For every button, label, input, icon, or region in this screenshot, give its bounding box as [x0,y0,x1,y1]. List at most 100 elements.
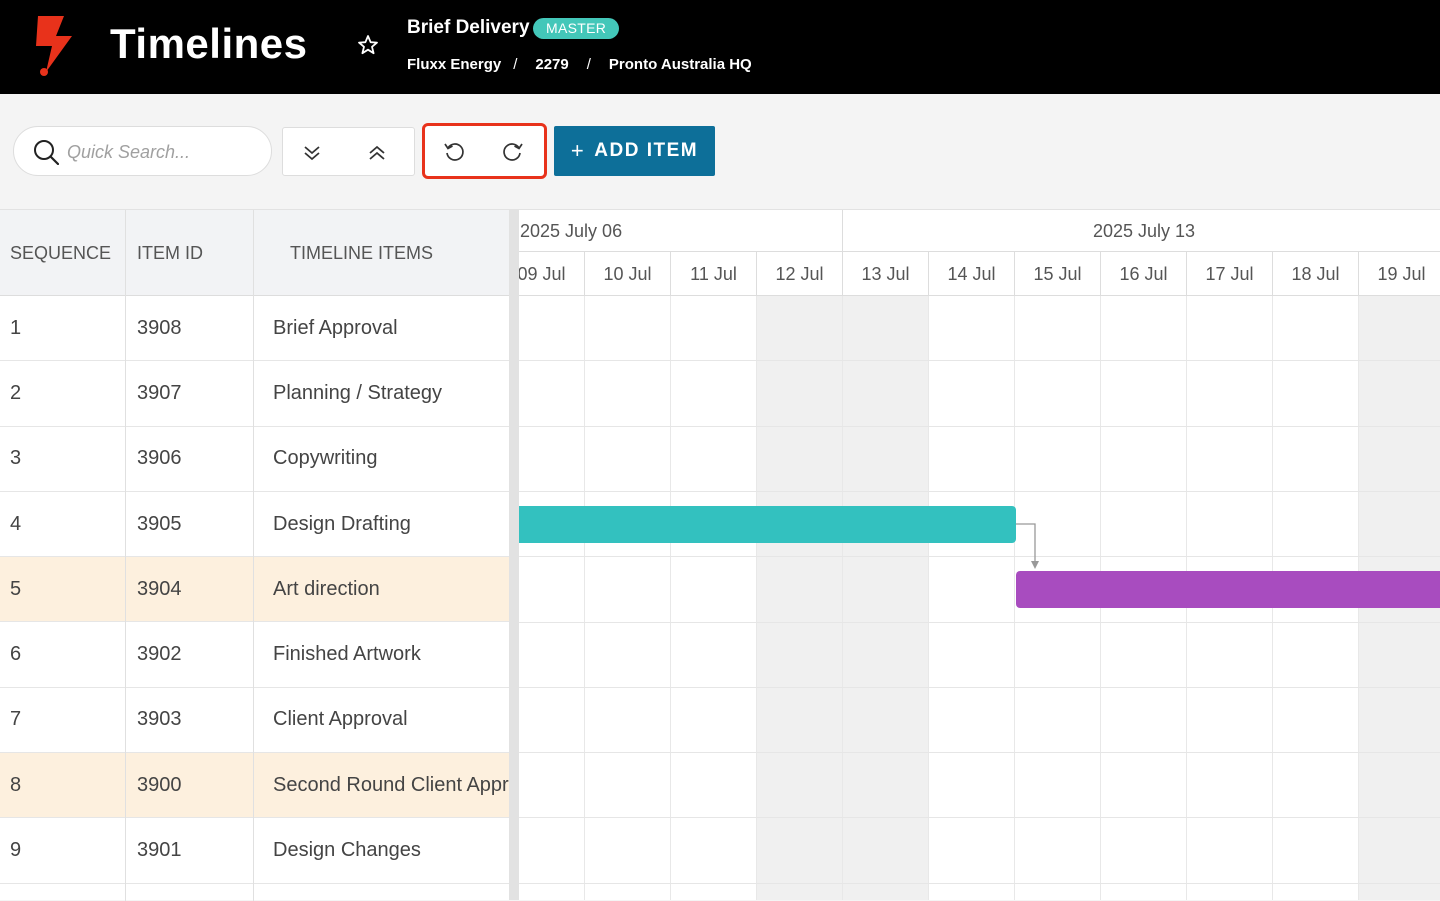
undo-redo-group [422,123,547,179]
dependency-links [1016,523,1039,569]
row-line [519,490,1440,492]
row-line [519,817,1440,819]
breadcrumb-location[interactable]: Pronto Australia HQ [608,56,752,73]
sequence-cell: 3 [10,447,22,470]
timeline-item-cell: Art direction [273,577,380,600]
table-row[interactable]: 3 3906 Copywriting [0,426,509,492]
day-header: 13 Jul [843,252,929,296]
expand-all-button[interactable] [299,140,325,166]
day-header: 15 Jul [1015,252,1101,296]
item-id-cell: 3904 [137,577,182,600]
add-item-label: ADD ITEM [594,140,699,161]
day-header: 17 Jul [1187,252,1273,296]
table-row[interactable]: 6 3902 Finished Artwork [0,622,509,688]
double-chevron-up-icon [369,145,385,160]
day-header: 12 Jul [757,252,843,296]
search-input[interactable] [67,139,257,165]
sequence-cell: 7 [10,708,22,731]
table-row[interactable]: 5 3904 Art direction [0,557,509,623]
plus-icon: + [570,138,586,163]
day-column [585,296,671,900]
table-row[interactable]: 2 3907 Planning / Strategy [0,361,509,427]
redo-button[interactable] [500,138,526,164]
table-row[interactable]: 4 3905 Design Drafting [0,491,509,558]
week-header: 2025 July 06 [519,210,843,252]
timeline-grid: SEQUENCE ITEM ID TIMELINE ITEMS 1 3908 Bri… [0,209,509,901]
breadcrumb-separator: / [586,56,591,73]
day-header: 11 Jul [671,252,757,296]
timeline-item-cell: Client Approval [273,708,408,731]
redo-icon [503,143,523,161]
timeline-item-cell: Design Drafting [273,512,411,535]
breadcrumb-separator: / [513,56,518,73]
day-column [519,296,585,900]
item-id-cell: 3902 [137,643,182,666]
column-divider [253,210,254,901]
breadcrumb-job-number[interactable]: 2279 [535,56,569,73]
sequence-cell: 2 [10,381,22,404]
undo-button[interactable] [441,138,467,164]
column-header-sequence[interactable]: SEQUENCE [0,210,126,296]
item-id-cell: 3901 [137,839,182,862]
week-header: 2025 July 13 [843,210,1440,252]
day-header: 16 Jul [1101,252,1187,296]
dependency-link [1016,523,1036,562]
timeline-item-cell: Copywriting [273,447,378,470]
double-chevron-down-icon [304,146,320,161]
pane-splitter[interactable] [509,209,519,900]
task-bar[interactable] [1016,571,1440,609]
row-line [519,621,1440,623]
column-header-item-id[interactable]: ITEM ID [126,210,254,296]
day-header: 09 Jul [519,252,585,296]
grid-rows: 1 3908 Brief Approval 2 3907 Planning / Strat… [0,296,509,884]
favorite-star-icon[interactable] [356,33,380,57]
undo-icon [444,143,464,161]
sequence-cell: 6 [10,643,22,666]
breadcrumb: Fluxx Energy / 2279 / Pronto Australia H… [407,56,752,73]
gantt-header: 2025 July 06 2025 July 13 09 Jul 10 Jul 11 J… [519,210,1440,296]
day-header: 14 Jul [929,252,1015,296]
day-header: 19 Jul [1359,252,1440,296]
table-row[interactable]: 9 3901 Design Changes [0,818,509,884]
sequence-cell: 5 [10,577,22,600]
item-id-cell: 3905 [137,512,182,535]
day-column [929,296,1015,900]
column-header-timeline-items[interactable]: TIMELINE ITEMS [290,243,434,263]
column-divider [125,210,126,901]
timeline-item-cell: Planning / Strategy [273,381,442,404]
day-header: 18 Jul [1273,252,1359,296]
breadcrumb-client[interactable]: Fluxx Energy [407,56,502,73]
sequence-cell: 9 [10,839,22,862]
table-row[interactable]: 1 3908 Brief Approval [0,296,509,362]
table-row[interactable]: 8 3900 Second Round Client Approval [0,753,509,819]
day-header: 10 Jul [585,252,671,296]
day-column [757,296,843,900]
search-icon [34,140,59,165]
day-column [843,296,929,900]
row-line [519,752,1440,754]
item-id-cell: 3903 [137,708,182,731]
item-id-cell: 3907 [137,381,182,404]
collapse-all-button[interactable] [364,140,390,166]
quick-search[interactable] [13,126,272,176]
row-line [519,686,1440,688]
task-bar[interactable] [519,505,1016,543]
sequence-cell: 8 [10,773,22,796]
item-id-cell: 3900 [137,773,182,796]
row-line [519,425,1440,427]
row-line [519,360,1440,362]
row-line [519,882,1440,884]
item-id-cell: 3908 [137,316,182,339]
expand-collapse-group [282,127,415,176]
table-row[interactable]: 7 3903 Client Approval [0,687,509,754]
row-line [519,556,1440,558]
sequence-cell: 4 [10,512,22,535]
item-id-cell: 3906 [137,447,182,470]
app-title: Timelines [110,20,308,67]
add-item-button[interactable]: + ADD ITEM [554,126,715,176]
timeline-item-cell: Finished Artwork [273,643,421,666]
lightning-logo-icon[interactable] [34,14,74,78]
day-column [671,296,757,900]
grid-header: SEQUENCE ITEM ID TIMELINE ITEMS [0,210,509,296]
gantt-chart: 2025 July 06 2025 July 13 09 Jul 10 Jul 11 J… [519,209,1440,900]
